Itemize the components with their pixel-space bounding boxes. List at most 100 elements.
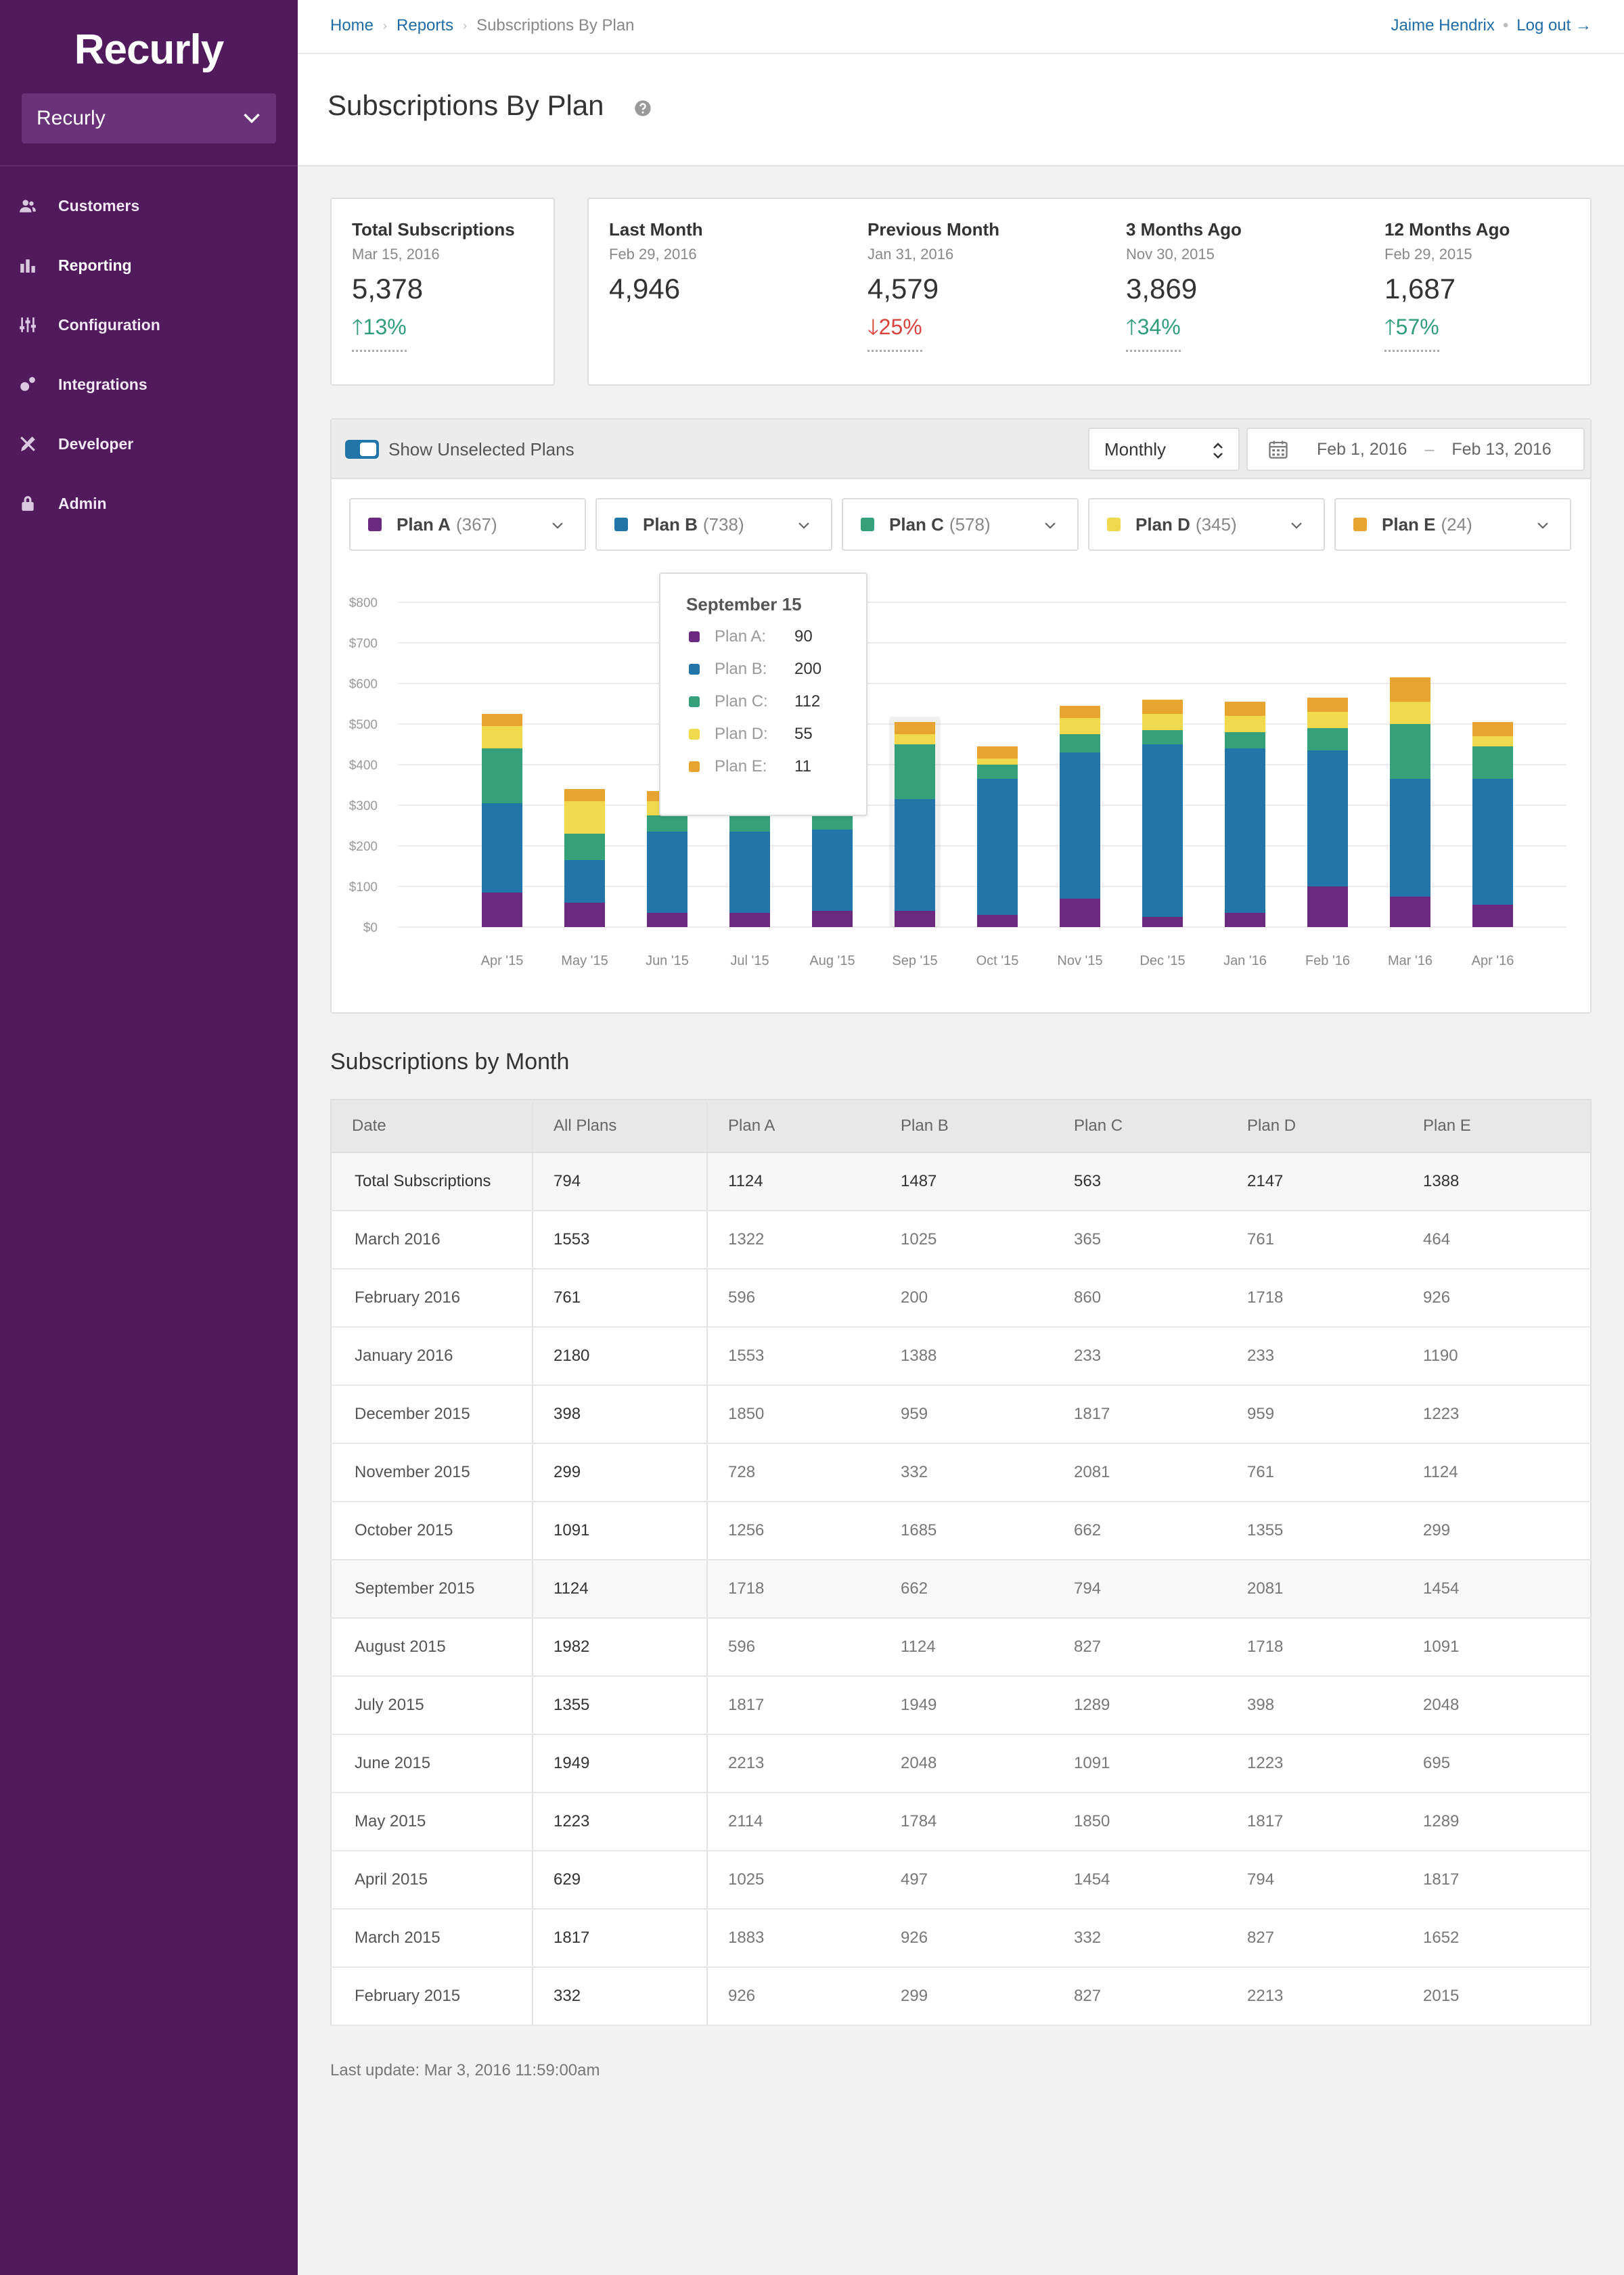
stat-change[interactable]: 🡑57% bbox=[1384, 312, 1439, 352]
sidebar-item-customers[interactable]: Customers bbox=[0, 176, 298, 235]
bar-segment-plan-a[interactable] bbox=[1472, 905, 1513, 927]
bar-segment-plan-d[interactable] bbox=[895, 734, 935, 744]
bar-segment-plan-e[interactable] bbox=[564, 789, 605, 801]
bar-segment-plan-a[interactable] bbox=[647, 913, 687, 927]
bar-segment-plan-a[interactable] bbox=[895, 911, 935, 927]
bar-segment-plan-a[interactable] bbox=[1225, 913, 1265, 927]
bar-segment-plan-b[interactable] bbox=[1225, 748, 1265, 913]
recurly-logo[interactable]: Recurly bbox=[74, 26, 224, 73]
bar-segment-plan-e[interactable] bbox=[977, 746, 1018, 759]
bar-segment-plan-c[interactable] bbox=[1472, 746, 1513, 779]
bar-segment-plan-b[interactable] bbox=[1307, 750, 1348, 886]
bar-segment-plan-a[interactable] bbox=[977, 915, 1018, 927]
bar-segment-plan-d[interactable] bbox=[977, 759, 1018, 765]
stat-change[interactable]: 🡑13% bbox=[352, 312, 407, 352]
bar-segment-plan-c[interactable] bbox=[647, 815, 687, 832]
bar-segment-plan-c[interactable] bbox=[977, 765, 1018, 779]
bar-segment-plan-c[interactable] bbox=[1060, 734, 1100, 752]
bar-segment-plan-c[interactable] bbox=[1225, 732, 1265, 748]
bar-segment-plan-b[interactable] bbox=[1142, 744, 1183, 917]
column-header-plan-d[interactable]: Plan D bbox=[1227, 1100, 1403, 1153]
bar-segment-plan-c[interactable] bbox=[482, 748, 522, 803]
bar-segment-plan-e[interactable] bbox=[1060, 706, 1100, 718]
bar-segment-plan-b[interactable] bbox=[812, 830, 853, 911]
bar-segment-plan-d[interactable] bbox=[1142, 714, 1183, 730]
bar-segment-plan-a[interactable] bbox=[482, 893, 522, 927]
bar-segment-plan-e[interactable] bbox=[1390, 677, 1430, 702]
bar-segment-plan-a[interactable] bbox=[1307, 886, 1348, 927]
bar-segment-plan-b[interactable] bbox=[482, 803, 522, 893]
sidebar-item-integrations[interactable]: Integrations bbox=[0, 355, 298, 414]
bar-segment-plan-c[interactable] bbox=[895, 744, 935, 799]
bar-segment-plan-c[interactable] bbox=[1390, 724, 1430, 779]
bar-segment-plan-d[interactable] bbox=[1225, 716, 1265, 732]
bar-segment-plan-a[interactable] bbox=[1390, 897, 1430, 927]
date-range-picker[interactable]: Feb 1, 2016 – Feb 13, 2016 bbox=[1246, 428, 1585, 471]
period-select[interactable]: Monthly bbox=[1088, 428, 1240, 471]
sidebar-item-developer[interactable]: Developer bbox=[0, 414, 298, 474]
bar-segment-plan-e[interactable] bbox=[1307, 698, 1348, 712]
bar-segment-plan-b[interactable] bbox=[1060, 752, 1100, 899]
stat-change[interactable]: 🡓25% bbox=[867, 312, 922, 352]
x-tick-label: Nov '15 bbox=[1057, 953, 1102, 968]
bar-segment-plan-a[interactable] bbox=[812, 911, 853, 927]
bar-segment-plan-d[interactable] bbox=[1060, 718, 1100, 734]
plan-filter-d[interactable]: Plan D (345) bbox=[1088, 498, 1325, 551]
bar-segment-plan-d[interactable] bbox=[564, 801, 605, 834]
bar-segment-plan-e[interactable] bbox=[1225, 702, 1265, 716]
bar-segment-plan-d[interactable] bbox=[1390, 702, 1430, 724]
bar-segment-plan-d[interactable] bbox=[482, 726, 522, 748]
breadcrumb-home-link[interactable]: Home bbox=[330, 16, 374, 35]
bar-segment-plan-c[interactable] bbox=[729, 815, 770, 832]
column-header-all-plans[interactable]: All Plans bbox=[533, 1100, 708, 1153]
bar-segment-plan-c[interactable] bbox=[564, 834, 605, 860]
breadcrumb-reports-link[interactable]: Reports bbox=[397, 16, 454, 35]
tooltip-value: 112 bbox=[794, 692, 821, 711]
bar-segment-plan-b[interactable] bbox=[895, 799, 935, 911]
bar-segment-plan-b[interactable] bbox=[977, 779, 1018, 915]
bar-segment-plan-a[interactable] bbox=[1060, 899, 1100, 927]
plan-filter-c[interactable]: Plan C (578) bbox=[842, 498, 1079, 551]
x-tick-label: Jun '15 bbox=[646, 953, 689, 968]
bar-segment-plan-a[interactable] bbox=[1142, 917, 1183, 927]
date-to: Feb 13, 2016 bbox=[1451, 439, 1552, 459]
stat-date: Feb 29, 2015 bbox=[1384, 246, 1472, 263]
column-header-plan-a[interactable]: Plan A bbox=[707, 1100, 880, 1153]
bar-segment-plan-b[interactable] bbox=[729, 832, 770, 913]
column-header-plan-c[interactable]: Plan C bbox=[1054, 1100, 1227, 1153]
bar-segment-plan-b[interactable] bbox=[1390, 779, 1430, 897]
bar-segment-plan-c[interactable] bbox=[1142, 730, 1183, 744]
bar-segment-plan-d[interactable] bbox=[1307, 712, 1348, 728]
plan-filter-e[interactable]: Plan E (24) bbox=[1334, 498, 1571, 551]
bar-segment-plan-d[interactable] bbox=[1472, 736, 1513, 746]
account-select[interactable]: Recurly bbox=[22, 93, 276, 143]
sidebar-item-admin[interactable]: Admin bbox=[0, 474, 298, 533]
table-cell-plan: 827 bbox=[1227, 1909, 1403, 1968]
table-cell-date: January 2016 bbox=[331, 1327, 533, 1386]
show-unselected-toggle[interactable] bbox=[345, 440, 379, 459]
bar-segment-plan-a[interactable] bbox=[729, 913, 770, 927]
column-header-date[interactable]: Date bbox=[331, 1100, 533, 1153]
help-icon[interactable] bbox=[633, 99, 652, 118]
chevron-down-icon bbox=[244, 113, 260, 124]
plan-filter-a[interactable]: Plan A (367) bbox=[349, 498, 586, 551]
bar-segment-plan-b[interactable] bbox=[647, 832, 687, 913]
bar-segment-plan-e[interactable] bbox=[1142, 700, 1183, 714]
plan-filter-b[interactable]: Plan B (738) bbox=[595, 498, 832, 551]
bar-segment-plan-a[interactable] bbox=[564, 903, 605, 927]
logout-link[interactable]: Log out → bbox=[1516, 16, 1592, 35]
bar-segment-plan-e[interactable] bbox=[482, 714, 522, 726]
column-header-plan-b[interactable]: Plan B bbox=[880, 1100, 1054, 1153]
stat-change[interactable]: 🡑34% bbox=[1126, 312, 1181, 352]
column-header-plan-e[interactable]: Plan E bbox=[1403, 1100, 1591, 1153]
user-name-link[interactable]: Jaime Hendrix bbox=[1391, 16, 1495, 35]
table-cell-all-plans: 629 bbox=[533, 1851, 708, 1910]
bar-segment-plan-c[interactable] bbox=[1307, 728, 1348, 750]
bar-segment-plan-e[interactable] bbox=[1472, 722, 1513, 736]
bar-segment-plan-b[interactable] bbox=[564, 860, 605, 903]
bar-segment-plan-c[interactable] bbox=[812, 813, 853, 830]
bar-segment-plan-b[interactable] bbox=[1472, 779, 1513, 905]
sidebar-item-configuration[interactable]: Configuration bbox=[0, 295, 298, 355]
sidebar-item-reporting[interactable]: Reporting bbox=[0, 235, 298, 295]
bar-segment-plan-e[interactable] bbox=[895, 722, 935, 734]
